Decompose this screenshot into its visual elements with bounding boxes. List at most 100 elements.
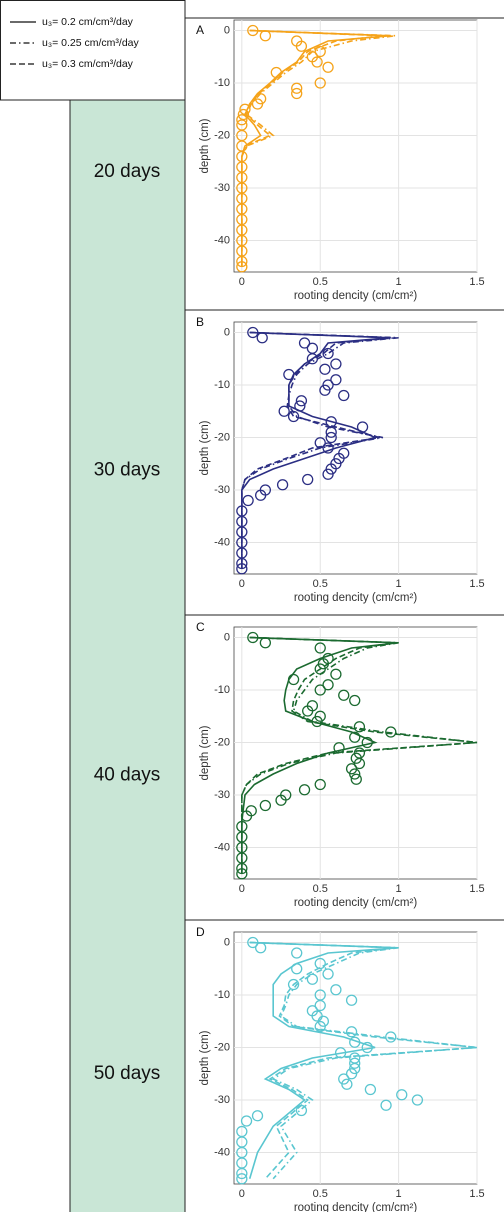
observed-point — [314, 45, 326, 58]
observed-point — [322, 347, 334, 360]
observed-point — [242, 494, 254, 507]
y-tick-label: -40 — [214, 1146, 230, 1158]
observed-point — [333, 742, 345, 754]
observed-point — [314, 957, 326, 970]
observed-point — [349, 1057, 361, 1069]
y-tick-label: -30 — [214, 1094, 230, 1106]
observed-point — [411, 1094, 424, 1106]
observed-point — [295, 395, 308, 407]
x-tick-label: 1.5 — [469, 578, 484, 590]
observed-point — [278, 405, 290, 417]
observed-point — [338, 689, 350, 701]
observed-point — [364, 1083, 377, 1096]
observed-point — [236, 862, 248, 875]
days-label: 20 days — [94, 161, 161, 182]
x-tick-label: 0 — [239, 1188, 245, 1200]
y-tick-label: 0 — [224, 936, 230, 948]
days-column — [70, 100, 185, 1212]
observed-point — [236, 868, 248, 880]
observed-point — [345, 1026, 358, 1038]
y-tick-label: -20 — [214, 736, 230, 748]
observed-point — [291, 87, 303, 100]
days-label: 40 days — [94, 765, 161, 786]
observed-point — [322, 468, 334, 480]
observed-point — [334, 1047, 347, 1059]
observed-point — [291, 963, 303, 975]
observed-point — [255, 489, 267, 501]
observed-point — [239, 103, 251, 115]
observed-point — [314, 778, 326, 791]
x-tick-label: 0 — [239, 883, 245, 895]
observed-point — [237, 108, 250, 121]
panel-label: B — [196, 315, 204, 329]
observed-point — [291, 947, 303, 959]
x-tick-label: 1 — [396, 1188, 402, 1200]
observed-point — [361, 1041, 373, 1054]
y-tick-label: -10 — [214, 989, 230, 1001]
observed-point — [295, 40, 308, 52]
y-tick-label: -30 — [214, 182, 230, 194]
observed-point — [314, 437, 326, 449]
observed-point — [259, 799, 272, 812]
x-tick-label: 1.5 — [469, 276, 484, 288]
observed-point — [247, 326, 259, 339]
model-line — [241, 29, 384, 267]
x-axis-label: rooting dencity (cm/cm²) — [294, 592, 418, 604]
x-axis-label: rooting dencity (cm/cm²) — [294, 1202, 418, 1212]
observed-point — [319, 363, 331, 375]
y-tick-label: -30 — [214, 484, 230, 496]
observed-point — [259, 30, 272, 42]
x-axis-label: rooting dencity (cm/cm²) — [294, 897, 418, 909]
y-tick-label: -30 — [214, 789, 230, 801]
observed-point — [295, 1104, 308, 1117]
x-tick-label: 1.5 — [469, 1188, 484, 1200]
observed-point — [322, 968, 334, 980]
observed-point — [298, 337, 311, 349]
observed-point — [314, 999, 326, 1012]
panel-label: C — [196, 620, 205, 634]
observed-point — [275, 794, 287, 806]
observed-point — [356, 421, 369, 433]
observed-point — [353, 757, 366, 770]
model-line — [241, 636, 399, 874]
observed-point — [294, 400, 306, 412]
observed-point — [314, 77, 326, 89]
observed-point — [385, 1031, 397, 1043]
observed-point — [236, 557, 248, 570]
y-tick-label: -40 — [214, 536, 230, 548]
observed-point — [270, 66, 282, 79]
observed-point — [251, 98, 264, 110]
observed-point — [325, 426, 337, 438]
observed-point — [319, 384, 331, 396]
observed-point — [314, 1020, 326, 1033]
observed-point — [349, 731, 361, 743]
legend-label: u₃= 0.3 cm/cm³/day — [42, 58, 134, 70]
observed-point — [236, 114, 248, 126]
x-tick-label: 0.5 — [313, 276, 328, 288]
y-axis-label: depth (cm) — [199, 118, 211, 173]
observed-point — [330, 374, 342, 386]
observed-point — [322, 61, 334, 73]
observed-point — [287, 978, 300, 991]
model-line — [241, 331, 396, 569]
observed-point — [247, 936, 259, 949]
observed-point — [236, 255, 248, 268]
observed-point — [338, 389, 350, 402]
observed-point — [236, 563, 248, 575]
observed-point — [287, 410, 300, 423]
y-tick-label: -10 — [214, 684, 230, 696]
y-tick-label: -40 — [214, 841, 230, 853]
observed-point — [314, 663, 326, 675]
x-tick-label: 1 — [396, 276, 402, 288]
observed-point — [311, 715, 323, 728]
legend-box — [0, 0, 186, 101]
days-label: 30 days — [94, 460, 161, 481]
x-axis-label: rooting dencity (cm/cm²) — [294, 290, 418, 302]
observed-point — [302, 473, 314, 486]
observed-point — [259, 637, 272, 649]
observed-point — [247, 24, 259, 37]
y-axis-label: depth (cm) — [199, 725, 211, 780]
y-tick-label: 0 — [224, 326, 230, 338]
observed-point — [306, 973, 319, 985]
y-axis-label: depth (cm) — [199, 1030, 211, 1085]
